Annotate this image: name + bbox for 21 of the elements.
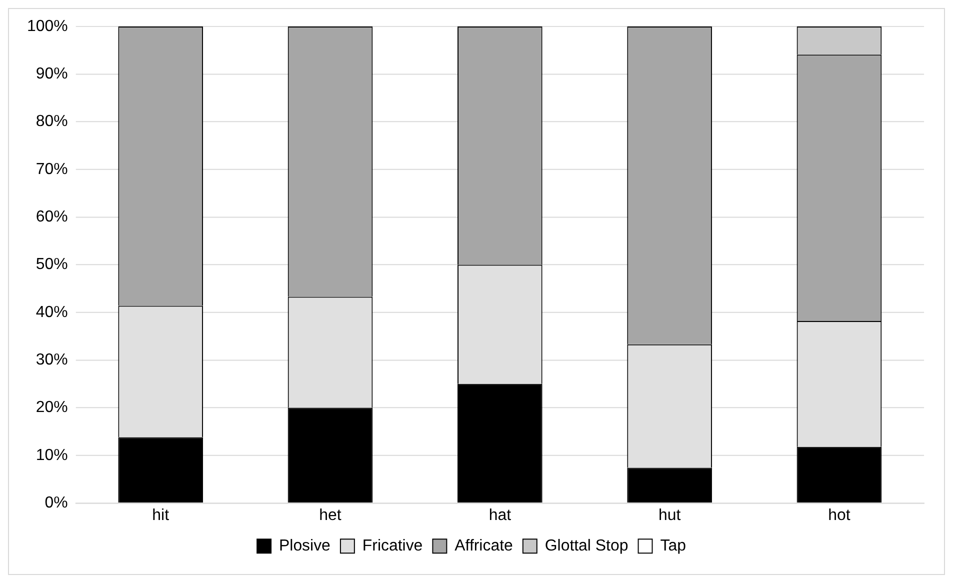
y-tick-label: 90% (36, 66, 68, 83)
y-tick-label: 100% (27, 18, 68, 35)
y-tick-label: 80% (36, 113, 68, 130)
y-tick-label: 0% (44, 494, 68, 512)
y-tick-label: 40% (36, 304, 68, 321)
y-tick-label: 20% (36, 399, 68, 416)
y-tick-label: 70% (36, 160, 68, 178)
x-tick-label: hot (828, 507, 851, 524)
y-tick-label: 30% (36, 351, 68, 368)
legend-label: Fricative (362, 538, 423, 554)
legend-label: Plosive (279, 538, 331, 554)
x-tick-label: het (319, 507, 342, 524)
x-tick-label: hat (488, 507, 512, 524)
legend-label: Tap (660, 538, 686, 554)
x-tick-label: hit (152, 507, 170, 524)
y-tick-label: 50% (36, 256, 68, 274)
y-tick-label: 60% (36, 208, 68, 226)
x-tick-label: hut (658, 507, 682, 524)
y-tick-label: 10% (36, 446, 68, 464)
legend-label: Glottal Stop (544, 538, 628, 554)
legend-label: Affricate (454, 538, 514, 554)
